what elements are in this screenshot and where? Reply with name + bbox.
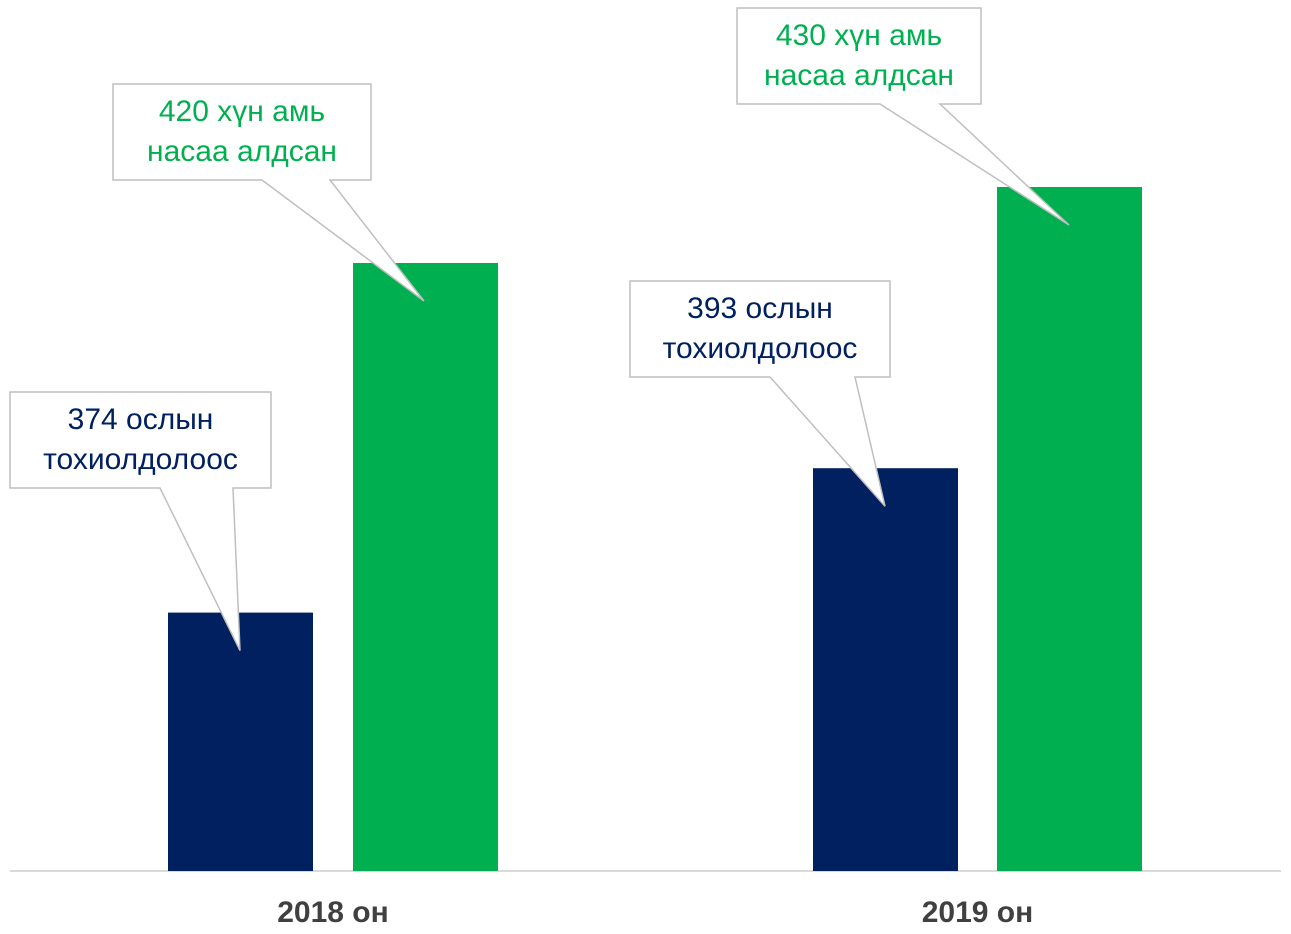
- bar: [813, 468, 958, 871]
- callout: [629, 280, 891, 507]
- data-label: 430 хүн амь насаа алдсан: [764, 19, 954, 92]
- callout: [736, 7, 1070, 226]
- callout: [112, 83, 425, 302]
- x-tick-label: 2018 он: [277, 896, 389, 929]
- data-label: 374 ослын тохиолдолоос: [43, 403, 238, 476]
- bar: [168, 612, 313, 871]
- bar: [997, 187, 1142, 871]
- data-label: 393 ослын тохиолдолоос: [662, 292, 858, 365]
- x-tick-label: 2019 он: [921, 896, 1034, 929]
- data-label: 420 хүн амь насаа алдсан: [147, 95, 337, 168]
- bar: [353, 263, 498, 871]
- callout: [9, 391, 272, 651]
